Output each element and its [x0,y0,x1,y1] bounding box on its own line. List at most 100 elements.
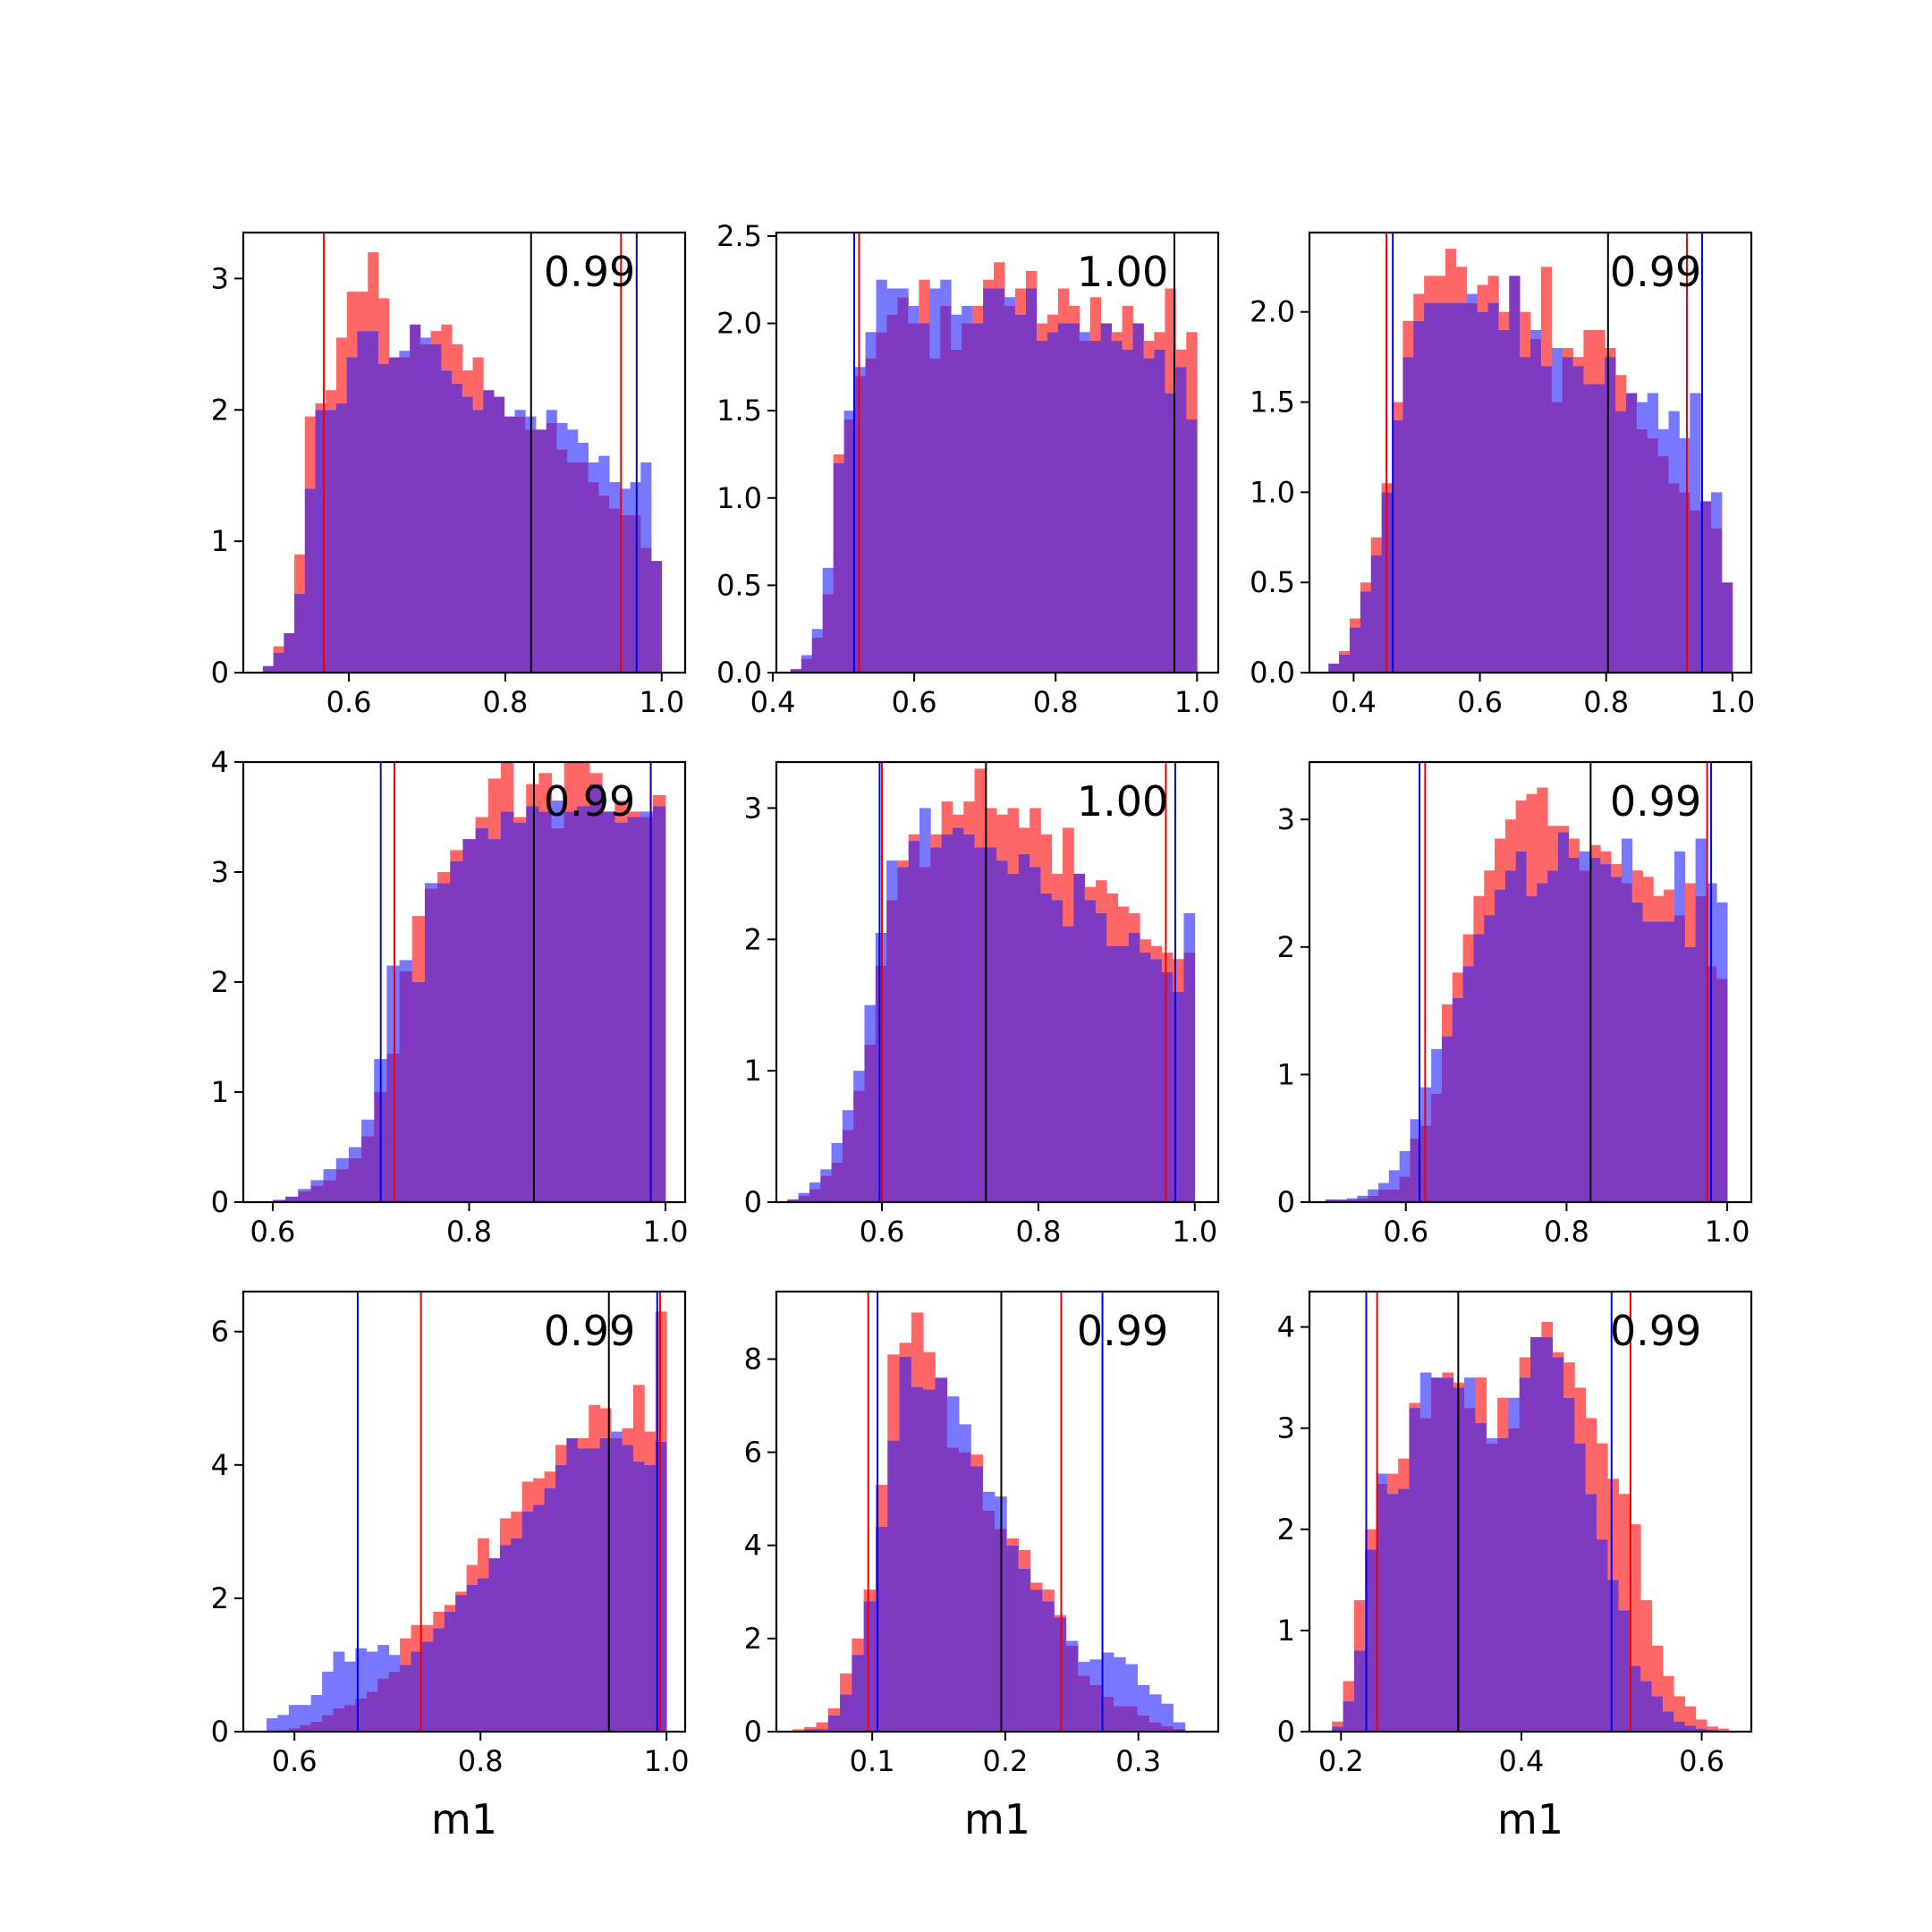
bars [1332,1321,1730,1732]
overlap-bar [1419,1418,1432,1732]
overlap-bar [1125,1706,1138,1732]
bars [262,252,663,673]
overlap-bar [865,358,877,673]
overlap-bar [424,888,438,1202]
overlap-bar [908,841,920,1202]
overlap-bar [1530,1336,1542,1732]
overlap-bar [521,1512,534,1732]
blue-bar [298,1189,311,1191]
overlap-bar [546,422,557,673]
red-bar [1413,293,1425,321]
overlap-bar [452,383,463,673]
overlap-bar [1487,302,1499,673]
red-bar [400,1638,411,1665]
bars [790,262,1198,673]
y-tick-label: 1 [211,1075,229,1109]
y-tick-label: 0 [211,1715,229,1749]
overlap-bar [1353,1650,1366,1732]
red-bar [985,808,997,848]
red-bar [996,814,1008,861]
overlap-bar [1563,1397,1575,1732]
overlap-bar [1551,402,1563,673]
blue-bar [1420,1087,1432,1126]
y-tick-label: 2 [744,922,762,956]
overlap-bar [450,860,463,1202]
red-bar [1589,844,1601,858]
overlap-bar [1611,877,1623,1202]
overlap-bar [535,429,547,673]
red-bar [1095,880,1107,913]
red-bar [911,1312,924,1387]
overlap-bar [1349,627,1361,673]
blue-bar [1399,1150,1411,1177]
overlap-bar [499,1545,512,1732]
y-tick-label: 8 [744,1342,762,1376]
blue-bar [886,288,898,315]
overlap-bar [285,1196,299,1202]
overlap-bar [400,1665,411,1732]
overlap-bar [1700,501,1712,673]
overlap-bar [488,1558,501,1732]
overlap-bar [1117,945,1130,1202]
y-tick-label: 2 [1277,930,1295,964]
red-bar [1175,349,1187,368]
overlap-bar [444,1611,456,1732]
red-bar [1111,332,1123,342]
annotation-text: 0.99 [1610,248,1701,296]
overlap-bar [511,1538,523,1732]
overlap-bar [1063,926,1074,1202]
red-bar [1042,1589,1055,1602]
overlap-bar [1445,302,1457,673]
overlap-bar [1378,1189,1390,1202]
y-tick-label: 1.5 [716,394,762,428]
blue-bar [1551,348,1563,402]
red-bar [827,1707,841,1716]
y-tick-label: 3 [1277,1411,1295,1445]
red-bar [1057,288,1070,324]
red-bar [974,768,987,848]
overlap-bar [487,839,502,1202]
red-bar [1615,375,1627,411]
subplot-9: 0.2 0.4 0.6 0 1 2 3 4 0.99 m1 [1277,1290,1753,1843]
blue-bar [546,410,557,423]
overlap-bar [1629,1665,1641,1732]
blue-bar [811,629,824,638]
overlap-bar [514,416,526,673]
subplot-7: 0.6 0.8 1.0 0 2 4 6 0.99 m1 [211,1290,690,1843]
overlap-bar [970,1466,984,1732]
overlap-bar [831,1162,843,1202]
overlap-bar [504,416,515,673]
overlap-bar [326,410,337,673]
x-tick-label: 0.6 [860,1215,905,1249]
red-bar [1435,275,1446,303]
red-bar [970,1454,984,1467]
overlap-bar [1707,1729,1718,1732]
red-bar [1477,284,1488,312]
overlap-bar [1057,323,1070,673]
bars [1325,787,1728,1202]
overlap-bar [494,396,505,673]
red-bar [1684,883,1696,947]
overlap-bar [323,1180,337,1202]
blue-bar [822,567,835,595]
red-bar [1332,1721,1343,1727]
red-bar [1642,877,1654,922]
overlap-bar [897,867,910,1202]
overlap-bar [655,1441,667,1732]
overlap-bar [348,1157,362,1202]
subplot-6: 0.6 0.8 1.0 0 1 2 3 0.99 [1277,760,1753,1249]
overlap-bar [1618,1610,1631,1732]
blue-bar [333,1651,345,1708]
overlap-bar [1520,357,1531,673]
overlap-bar [1540,366,1553,673]
overlap-bar [1508,1428,1521,1732]
overlap-bar [1615,411,1627,673]
red-bar [863,1589,877,1602]
overlap-bar [288,1728,301,1732]
overlap-bar [1605,357,1616,673]
red-bar [1161,952,1174,972]
red-bar [899,1343,912,1357]
overlap-bar [300,1724,312,1732]
overlap-bar [1079,341,1091,673]
overlap-bar [1662,1711,1674,1732]
